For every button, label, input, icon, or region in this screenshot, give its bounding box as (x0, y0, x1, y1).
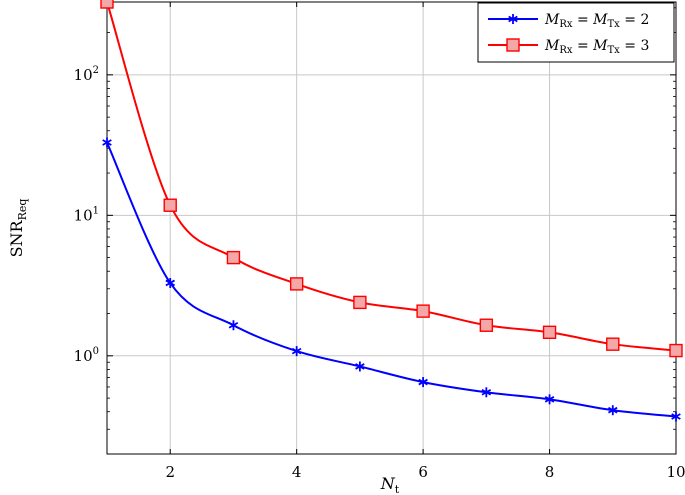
legend: MRx = MTx = 2 MRx = MTx = 3 (477, 2, 675, 63)
series-1-point (102, 137, 112, 148)
y-tick-label: 100 (74, 346, 99, 365)
x-tick-label: 6 (418, 463, 428, 481)
series-2-point (606, 337, 620, 351)
asterisk-stroke (102, 139, 112, 146)
asterisk-stroke (544, 396, 555, 403)
asterisk-stroke (418, 378, 428, 386)
series-2-point (416, 304, 430, 318)
asterisk-stroke (165, 279, 176, 287)
series-1-point (228, 320, 239, 331)
series-2-point (542, 325, 557, 340)
asterisk-stroke (291, 347, 302, 355)
legend-swatch-series-1 (488, 14, 538, 24)
series-2-point (669, 343, 683, 358)
asterisk-stroke (228, 321, 239, 329)
legend-marker (508, 14, 518, 24)
series-2-point (353, 295, 367, 310)
markers-layer (100, 0, 683, 422)
plot-area (107, 2, 676, 454)
series-1-point (544, 394, 555, 405)
series-1-point (291, 346, 302, 357)
series-1-point (671, 411, 681, 422)
series-2-point (479, 318, 494, 332)
series-1-line (107, 142, 677, 418)
x-tick-label: 4 (292, 463, 302, 481)
y-axis-label: SNRReq (7, 199, 29, 258)
plot-frame (106, 1, 677, 455)
series-1-point (355, 361, 365, 372)
series-2-point (289, 277, 304, 291)
y-tick-label: 102 (74, 65, 99, 84)
series-2-point (100, 0, 114, 9)
x-tick-label: 10 (666, 463, 685, 481)
asterisk-stroke (355, 363, 365, 370)
y-tick-label: 101 (74, 205, 99, 224)
series-1-point (165, 277, 176, 288)
series-2-point (163, 198, 177, 212)
series-1-point (418, 377, 428, 388)
series-2-point (226, 250, 241, 265)
legend-marker (506, 38, 520, 52)
legend-swatch-series-2 (488, 38, 538, 52)
legend-label-series-2: MRx = MTx = 3 (544, 38, 649, 56)
asterisk-stroke (508, 15, 518, 23)
series-1-point (607, 405, 618, 416)
x-tick-label: 8 (545, 463, 555, 481)
x-tick-label: 2 (165, 463, 175, 481)
tick-labels: 2 4 6 8 10 100 101 102 (74, 65, 685, 481)
asterisk-stroke (481, 389, 492, 396)
legend-label-series-1: MRx = MTx = 2 (544, 12, 649, 30)
legend-box (477, 2, 675, 63)
asterisk-stroke (671, 413, 681, 420)
asterisk-stroke (607, 406, 618, 414)
series-1-point (481, 387, 492, 398)
x-axis-label: Nt (380, 474, 400, 495)
